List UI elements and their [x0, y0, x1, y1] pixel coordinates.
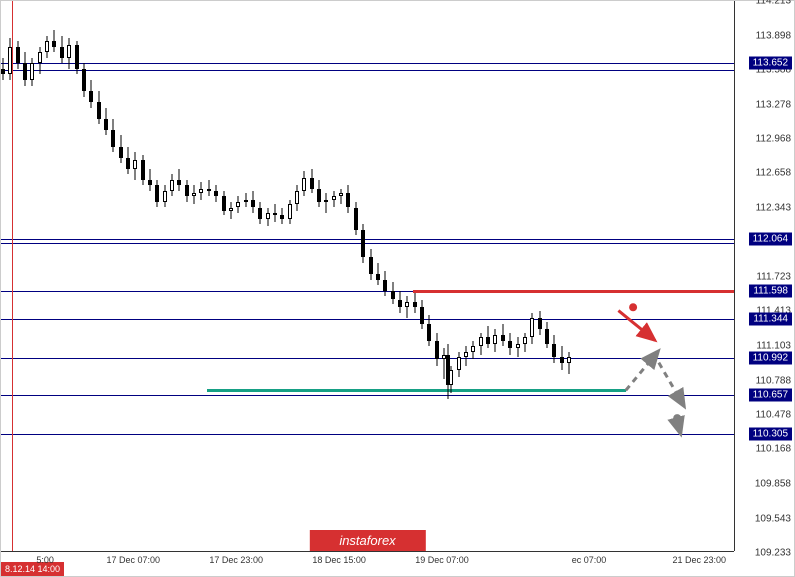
price-level-label: 111.344	[749, 313, 792, 326]
y-tick-label: 112.343	[756, 203, 791, 214]
x-tick-label: 17 Dec 23:00	[209, 555, 263, 565]
y-tick-label: 111.103	[756, 340, 791, 351]
plot-area[interactable]: instaforex	[1, 1, 734, 551]
price-level-label: 111.598	[749, 284, 792, 297]
x-axis: 8.12.14 14:00 5:00 17 Dec 07:00 17 Dec 23:…	[1, 551, 734, 576]
date-badge: 8.12.14 14:00	[1, 562, 64, 576]
x-tick-label: 18 Dec 15:00	[312, 555, 366, 565]
y-tick-label: 113.278	[756, 99, 791, 110]
signal-arrow-icon	[677, 421, 681, 434]
y-tick-label: 113.898	[756, 30, 791, 41]
y-tick-label: 111.723	[756, 272, 791, 283]
x-tick-label: 5:00	[36, 555, 54, 565]
y-tick-label: 112.968	[756, 134, 791, 145]
price-level-label: 110.305	[749, 428, 792, 441]
projection-arrow-icon	[659, 363, 685, 407]
y-tick-label: 110.168	[756, 444, 791, 455]
y-tick-label: 112.658	[756, 168, 791, 179]
price-level-label: 110.992	[749, 352, 792, 365]
price-level-label: 110.657	[749, 389, 792, 402]
chart-container: instaforex 114.213113.898113.588113.2781…	[0, 0, 795, 577]
y-axis: 114.213113.898113.588113.278112.968112.6…	[734, 1, 794, 551]
price-level-label: 112.064	[749, 233, 792, 246]
y-tick-label: 110.478	[756, 410, 791, 421]
x-tick-label: 17 Dec 07:00	[107, 555, 161, 565]
x-tick-label: 19 Dec 07:00	[415, 555, 469, 565]
projection-arrow-icon	[626, 350, 659, 390]
y-tick-label: 109.233	[755, 548, 791, 559]
price-level-label: 113.652	[749, 57, 792, 70]
signal-arrow-icon	[618, 311, 655, 341]
x-tick-label: ec 07:00	[572, 555, 607, 565]
y-tick-label: 110.788	[756, 375, 791, 386]
signal-dot-icon	[673, 414, 681, 422]
y-tick-label: 109.543	[755, 513, 791, 524]
arrows-overlay	[1, 1, 734, 551]
signal-dot-icon	[629, 303, 637, 311]
y-tick-label: 109.858	[755, 478, 791, 489]
y-tick-label: 114.213	[756, 0, 791, 7]
x-tick-label: 21 Dec 23:00	[672, 555, 726, 565]
